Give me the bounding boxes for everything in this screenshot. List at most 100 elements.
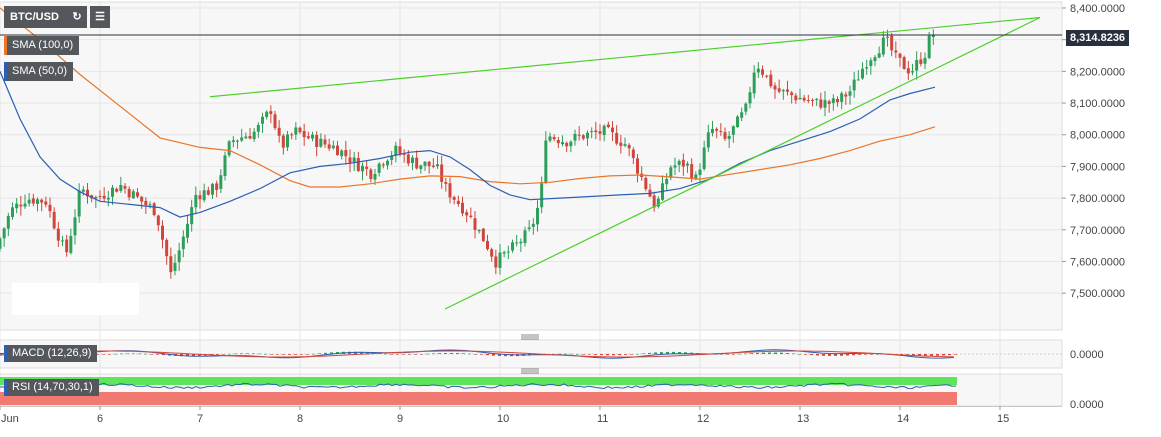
macd-hist-bar [630,354,633,355]
candle-bull [352,157,356,163]
candle-bear [444,182,448,184]
macd-hist-bar [912,354,915,356]
macd-hist-bar [636,353,639,355]
legend-sma100[interactable]: SMA (100,0) [4,36,80,55]
candle-bear [594,130,598,133]
candle-bull [244,136,248,139]
candle-bear [40,199,44,203]
candle-bull [590,131,594,133]
macd-hist-bar [132,353,135,355]
macd-hist-bar [240,353,243,354]
macd-hist-bar [612,354,615,356]
refresh-icon[interactable]: ↻ [67,6,87,28]
indicator-bars-icon[interactable]: ☰ [90,6,110,28]
candle-bear [844,94,848,97]
macd-hist-bar [144,353,147,355]
macd-hist-bar [498,354,501,356]
macd-hist-bar [294,354,297,355]
macd-hist-bar [858,354,861,355]
candle-bull [740,112,744,118]
candle-bull [686,163,689,166]
candle-bull [756,68,760,73]
candle-bull [106,197,110,200]
macd-label-text: MACD (12,26,9) [12,347,92,359]
candle-bear [802,97,806,101]
candle-bull [190,207,194,225]
candle-bull [202,190,206,201]
candle-bear [723,132,727,139]
candle-bull [527,227,531,230]
candle-bull [823,100,827,108]
candle-bear [165,239,169,257]
macd-hist-bar [450,352,453,354]
macd-hist-bar [396,354,399,355]
candle-bear [440,164,444,182]
macd-hist-bar [822,354,825,356]
candle-bear [248,135,252,139]
candle-bear [690,164,694,179]
candle-bull [873,57,877,61]
x-tick-label: 13 [797,413,809,425]
macd-hist-bar [186,354,189,357]
candle-bull [423,161,427,166]
macd-hist-bar [780,352,783,354]
candle-bull [523,230,527,244]
candle-bull [881,37,885,55]
candle-bear [215,183,219,190]
candle-bear [719,130,723,132]
candle-bear [461,202,464,214]
macd-hist-bar [762,352,765,354]
macd-hist-bar [198,354,201,356]
macd-label[interactable]: MACD (12,26,9) [4,345,98,362]
macd-hist-bar [918,354,921,356]
candle-bull [94,197,98,199]
candle-bull [6,215,10,229]
candle-bear [769,74,773,87]
macd-hist-bar [744,353,747,355]
candle-bull [236,140,239,142]
macd-hist-bar [570,353,573,355]
macd-hist-bar [648,352,651,354]
candle-bear [919,59,923,64]
candle-bear [156,215,160,226]
sma50-line [0,71,936,218]
candle-bull [561,142,564,145]
macd-hist-bar [408,354,411,355]
symbol-label[interactable]: BTC/USD [4,6,70,28]
x-tick-label: 11 [597,413,608,425]
candle-bear [890,35,894,51]
candle-bear [606,124,610,128]
macd-hist-bar [804,354,807,355]
candle-bull [15,203,19,209]
x-tick-label: 10 [497,413,509,425]
rsi-label[interactable]: RSI (14,70,30,1) [4,379,99,396]
macd-hist-bar [300,354,303,355]
legend-sma50[interactable]: SMA (50,0) [4,62,74,81]
macd-hist-bar [798,353,801,355]
candle-bull [240,137,244,141]
macd-hist-bar [954,354,957,355]
macd-hist-bar [684,352,687,354]
macd-hist-bar [108,354,111,355]
candle-bull [286,134,289,148]
rsi-line [0,382,957,390]
candle-bear [715,128,719,131]
macd-hist-bar [162,354,165,356]
candle-bull [411,157,414,163]
candle-bear [86,189,89,197]
candle-bull [73,217,77,236]
macd-hist-bar [942,354,945,356]
macd-hist-bar [660,352,663,354]
macd-hist-bar [756,352,759,354]
macd-hist-bar [594,354,597,355]
candle-bull [119,184,123,191]
candle-bull [861,68,864,79]
macd-hist-bar [486,354,489,356]
candle-bull [231,140,235,142]
macd-hist-bar [138,353,141,355]
candle-bull [573,133,577,141]
candle-bull [506,251,510,253]
candle-bull [515,242,519,244]
macd-hist-bar [678,352,681,354]
candle-bear [773,85,777,90]
